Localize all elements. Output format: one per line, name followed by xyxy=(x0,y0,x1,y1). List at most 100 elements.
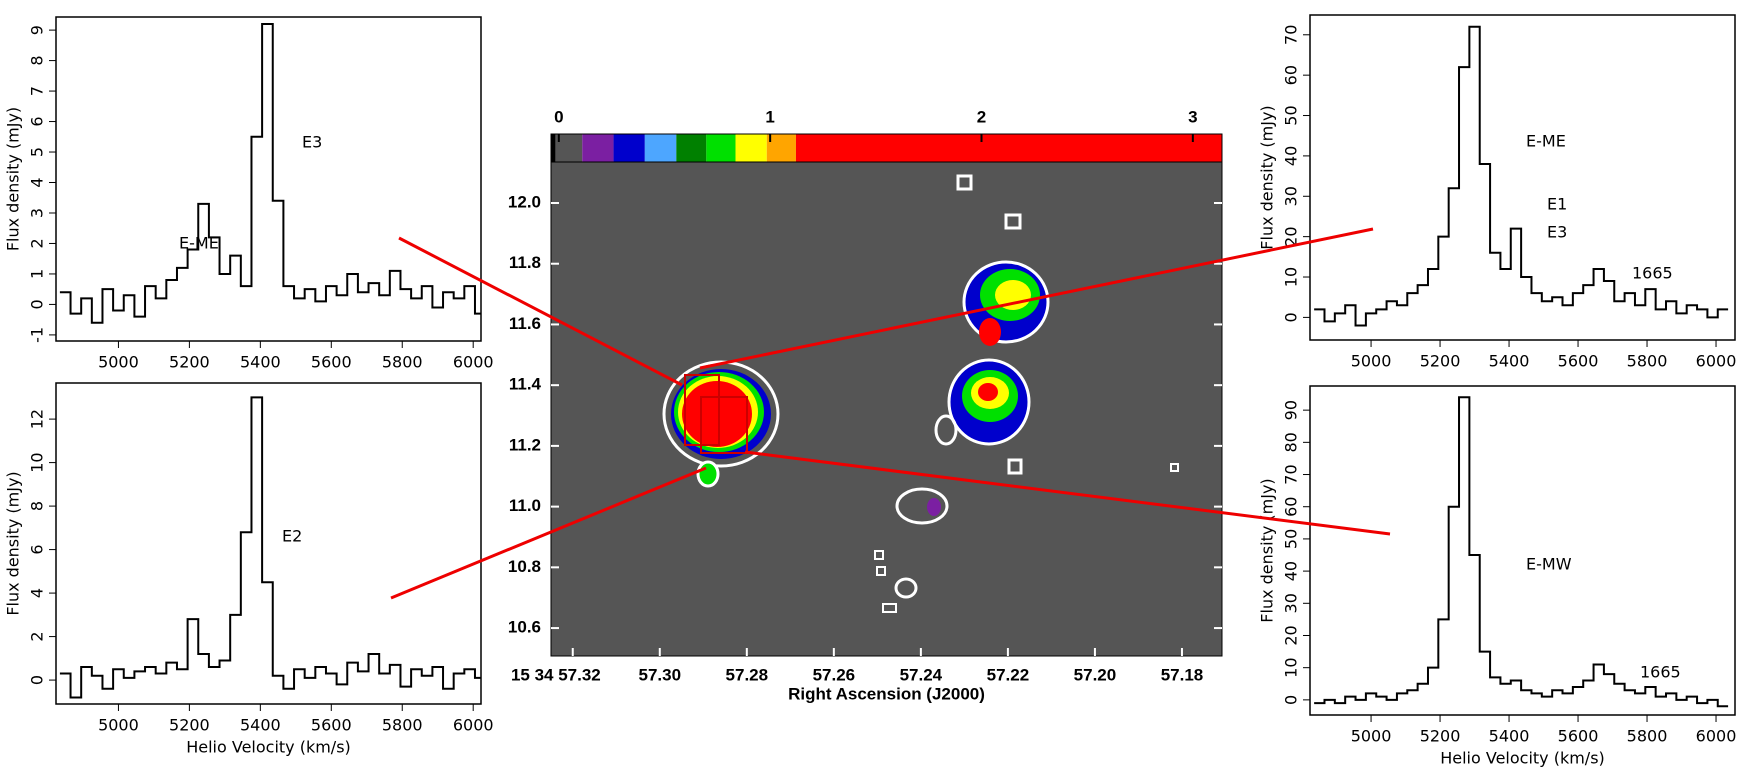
y-tick-label: 60 xyxy=(1282,497,1301,517)
y-tick-label: 30 xyxy=(1282,593,1301,613)
x-tick-label: 5800 xyxy=(382,353,423,372)
x-tick-label: 57.26 xyxy=(813,665,856,684)
y-tick-label: 8 xyxy=(28,55,47,65)
y-tick-label: 40 xyxy=(1282,561,1301,581)
y-tick-label: 5 xyxy=(28,147,47,157)
y-tick-label: 70 xyxy=(1282,464,1301,484)
y-tick-label: 11.0 xyxy=(509,496,541,515)
source-blob xyxy=(927,498,941,516)
x-tick-label: 5000 xyxy=(98,353,139,372)
x-tick-label: 57.30 xyxy=(639,665,682,684)
y-tick-label: 12 xyxy=(28,409,47,429)
annotation: E3 xyxy=(302,133,322,152)
x-tick-label: 57.18 xyxy=(1161,665,1204,684)
y-tick-label: 12.0 xyxy=(508,192,541,211)
y-tick-label: 10.8 xyxy=(508,557,541,576)
contour xyxy=(876,566,886,576)
x-tick-label: 5400 xyxy=(1489,352,1530,371)
x-tick-label: 57.24 xyxy=(900,665,943,684)
y-tick-label: 1 xyxy=(28,269,47,279)
source-blob xyxy=(682,381,752,447)
region-box xyxy=(700,396,748,454)
y-tick-label: 7 xyxy=(28,86,47,96)
y-tick-label: 3 xyxy=(28,208,47,218)
colorbar-tick-label: 3 xyxy=(1188,107,1197,126)
plot-frame xyxy=(55,16,482,342)
y-tick-label: 11.6 xyxy=(509,314,541,333)
colorbar-segment xyxy=(644,134,677,162)
annotation: E-ME xyxy=(1526,132,1566,151)
y-tick-label: 11.2 xyxy=(509,435,541,454)
y-tick-label: 60 xyxy=(1282,65,1301,85)
contour xyxy=(662,360,780,468)
callout-line xyxy=(699,227,1374,370)
contour xyxy=(874,550,884,560)
plot-frame xyxy=(1309,14,1736,341)
x-tick-label: 57.22 xyxy=(987,665,1030,684)
source-blob xyxy=(696,460,720,488)
contour xyxy=(1170,463,1179,472)
callout-line xyxy=(390,466,707,600)
y-tick-label: 6 xyxy=(28,544,47,554)
annotation: 1665 xyxy=(1632,264,1673,283)
x-tick-label: 5400 xyxy=(240,716,281,735)
x-tick-label: 5800 xyxy=(1627,352,1668,371)
y-axis-label: Flux density (mJy) xyxy=(1258,478,1277,622)
annotation: E-MW xyxy=(1526,555,1572,574)
y-tick-label: 70 xyxy=(1282,25,1301,45)
y-tick-label: 0 xyxy=(28,675,47,685)
spectrum-line xyxy=(1314,396,1729,708)
annotation: E2 xyxy=(282,527,302,546)
y-tick-label: 2 xyxy=(28,238,47,248)
spectrum-line xyxy=(1314,25,1729,327)
x-tick-label: 5000 xyxy=(1351,352,1392,371)
colorbar-segment xyxy=(735,134,767,162)
spectrum-line xyxy=(59,396,481,699)
colorbar-segment xyxy=(766,134,796,162)
y-tick-label: 11.8 xyxy=(509,253,541,272)
contour xyxy=(894,577,918,599)
y-tick-label: 20 xyxy=(1282,226,1301,246)
x-tick-label: 5000 xyxy=(98,716,139,735)
y-tick-label: 6 xyxy=(28,116,47,126)
callout-lines xyxy=(390,227,1391,600)
contour xyxy=(934,414,958,446)
colorbar-segment xyxy=(555,134,583,162)
colorbar-segment xyxy=(676,134,707,162)
x-axis-label: Right Ascension (J2000) xyxy=(788,684,985,703)
x-axis-label: Helio Velocity (km/s) xyxy=(186,738,351,757)
y-tick-label: 2 xyxy=(28,631,47,641)
y-axis-label: Flux density (mJy) xyxy=(1258,105,1277,249)
colorbar-segment xyxy=(613,134,645,162)
x-tick-label: 6000 xyxy=(453,353,494,372)
y-tick-label: 40 xyxy=(1282,146,1301,166)
contour xyxy=(895,487,949,525)
x-tick-label: 5600 xyxy=(311,716,352,735)
x-tick-label: 5400 xyxy=(240,353,281,372)
contour xyxy=(1007,458,1023,475)
x-tick-label: 5400 xyxy=(1489,727,1530,746)
x-tick-label: 5600 xyxy=(1558,352,1599,371)
y-tick-label: 10.6 xyxy=(508,618,541,637)
colorbar-frame xyxy=(550,133,1223,163)
contour xyxy=(956,174,973,191)
colorbar-segment xyxy=(582,134,614,162)
colorbar-tick-label: 1 xyxy=(765,107,774,126)
source-blob xyxy=(979,318,1001,346)
y-tick-label: 10 xyxy=(1282,657,1301,677)
plot-frame xyxy=(1309,385,1736,716)
x-tick-label: 5200 xyxy=(1420,352,1461,371)
y-tick-label: 0 xyxy=(1282,312,1301,322)
annotation: E3 xyxy=(1547,223,1567,242)
y-tick-label: 90 xyxy=(1282,400,1301,420)
y-tick-label: 4 xyxy=(28,177,47,187)
callout-line xyxy=(744,450,1391,536)
y-tick-label: 0 xyxy=(28,299,47,309)
y-tick-label: 50 xyxy=(1282,105,1301,125)
y-tick-label: 80 xyxy=(1282,432,1301,452)
y-axis-label: Flux density (mJy) xyxy=(4,107,23,251)
map-background xyxy=(551,162,1222,656)
source-blob xyxy=(978,383,998,401)
